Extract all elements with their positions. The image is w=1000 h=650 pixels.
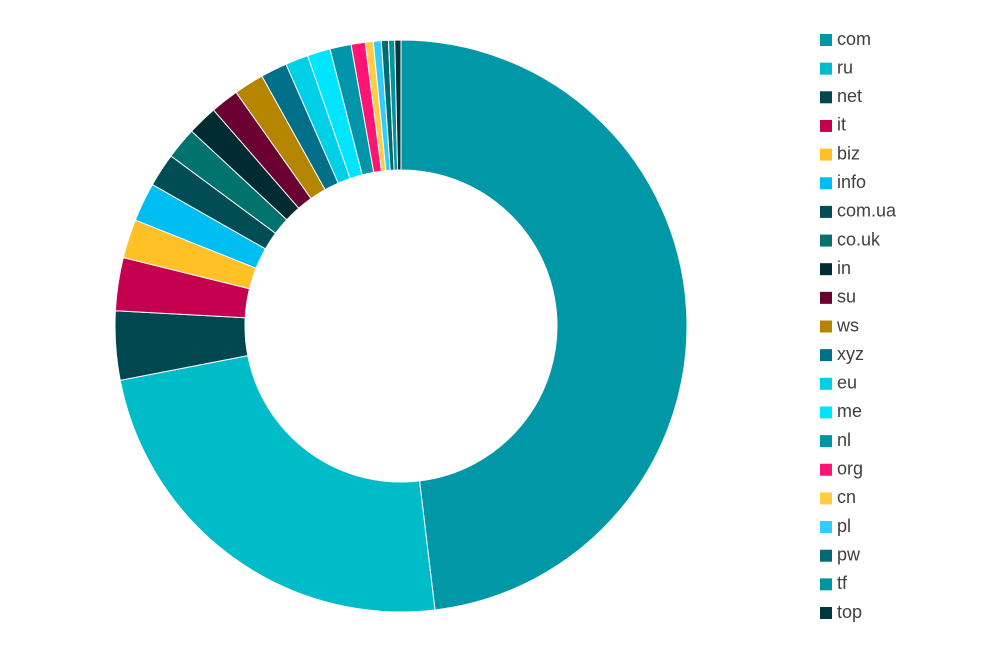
legend-label: pl [837,516,851,536]
legend-swatch [820,34,832,46]
legend-label: co.uk [837,229,881,249]
legend-label: in [837,258,851,278]
slice [400,39,688,611]
legend-label: info [837,172,866,192]
legend-swatch [820,435,832,448]
legend-swatch [820,119,832,132]
legend-swatch [820,578,832,591]
legend-label: su [837,287,856,307]
legend-swatch [820,463,832,476]
legend-label: me [837,401,862,421]
legend-swatch [820,291,832,304]
legend-label: nl [837,430,851,450]
legend-swatch [820,148,832,161]
legend-swatch [820,234,832,247]
legend-swatch [820,549,832,562]
legend-label: ws [836,315,859,335]
slice [394,39,402,171]
legend-swatch [820,263,832,276]
legend-swatch [820,406,832,419]
legend-label: org [837,459,863,479]
legend-label: xyz [837,344,864,364]
legend-swatch [820,377,832,390]
legend-label: pw [837,544,861,564]
legend-swatch [820,62,832,75]
legend-swatch [820,91,832,104]
legend-label: com.ua [837,201,897,221]
legend-swatch [820,607,832,619]
legend-label: tf [837,573,848,593]
legend-label: ru [837,57,853,77]
legend-swatch [820,521,832,534]
legend-label: com [837,29,871,49]
legend-label: it [837,115,846,135]
legend-swatch [820,349,832,362]
legend-label: cn [837,487,856,507]
slice [119,355,436,613]
legend-swatch [820,205,832,218]
legend-swatch [820,320,832,333]
legend-label: net [837,86,862,106]
legend-label: top [837,602,862,622]
legend-swatch [820,177,832,190]
legend-swatch [820,492,832,505]
legend-label: biz [837,143,860,163]
legend-label: eu [837,373,857,393]
